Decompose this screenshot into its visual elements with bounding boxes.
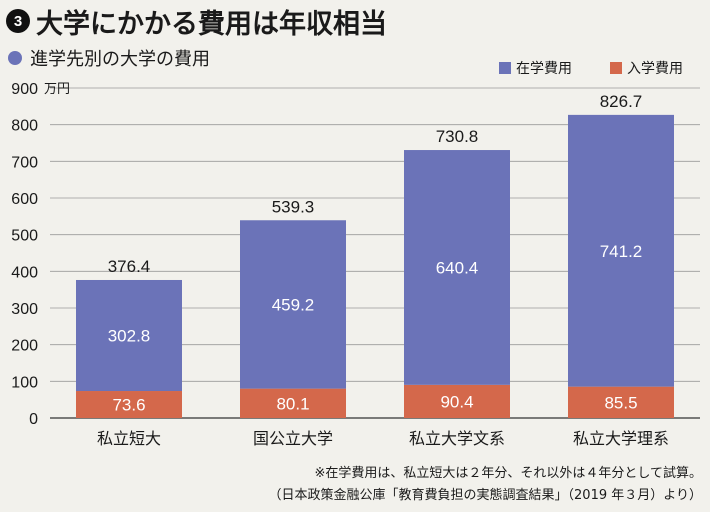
data-label-zaigaku: 741.2 (600, 242, 643, 261)
footnote-line-1: ※在学費用は、私立短大は２年分、それ以外は４年分として試算。 (314, 466, 702, 481)
x-category-label: 私立大学文系 (409, 429, 505, 448)
y-tick-label: 200 (11, 338, 38, 355)
y-tick-label: 100 (11, 374, 38, 391)
y-axis-unit: 万円 (44, 82, 70, 97)
legend: 在学費用 入学費用 (499, 61, 683, 77)
data-label-zaigaku: 640.4 (436, 258, 479, 277)
header: 3 大学にかかる費用は年収相当 (6, 4, 387, 40)
data-label-nyugaku: 85.5 (604, 393, 637, 412)
y-tick-label: 500 (11, 228, 38, 245)
x-category-label: 国公立大学 (253, 429, 333, 448)
y-tick-label: 400 (11, 264, 38, 281)
data-label-zaigaku: 459.2 (272, 295, 315, 314)
data-label-total: 730.8 (436, 127, 479, 146)
footnote-line-2: （日本政策金融公庫「教育費負担の実態調査結果」（2019 年３月）より） (268, 488, 702, 503)
y-tick-label: 700 (11, 154, 38, 171)
x-category-label: 私立大学理系 (573, 429, 669, 448)
data-label-nyugaku: 90.4 (440, 392, 473, 411)
y-tick-label: 300 (11, 301, 38, 318)
data-label-nyugaku: 73.6 (112, 396, 145, 415)
x-category-label: 私立短大 (97, 429, 161, 448)
page-title: 大学にかかる費用は年収相当 (36, 8, 387, 40)
data-label-total: 826.7 (600, 92, 643, 111)
section-number-badge: 3 (6, 9, 30, 33)
y-tick-label: 0 (29, 411, 38, 428)
data-label-nyugaku: 80.1 (276, 394, 309, 413)
chart-subtitle-text: 進学先別の大学の費用 (30, 49, 210, 70)
bar-segment-zaigaku (404, 150, 510, 385)
y-axis: 0 100 200 300 400 500 600 700 800 900 万円 (11, 81, 70, 428)
y-tick-label: 800 (11, 118, 38, 135)
y-tick-label: 900 (11, 81, 38, 98)
legend-label: 在学費用 (516, 61, 572, 77)
y-tick-label: 600 (11, 191, 38, 208)
bar-segment-nyugaku (568, 386, 674, 418)
bullet-dot-icon (8, 51, 22, 65)
data-label-zaigaku: 302.8 (108, 327, 151, 346)
bar-segment-zaigaku (240, 220, 346, 389)
legend-swatch (499, 62, 511, 74)
bar-segment-nyugaku (240, 388, 346, 418)
legend-swatch (610, 62, 622, 74)
bar-segment-nyugaku (404, 384, 510, 418)
bar-segment-zaigaku (568, 114, 674, 387)
data-label-total: 376.4 (108, 257, 151, 276)
bar-segment-zaigaku (76, 279, 182, 392)
chart-subtitle: 進学先別の大学の費用 (8, 45, 210, 71)
bars: 73.6 302.8 376.4 私立短大 80.1 459.2 539.3 国公立大学 90.… (76, 92, 674, 448)
legend-label: 入学費用 (627, 61, 683, 77)
footnote: ※在学費用は、私立短大は２年分、それ以外は４年分として試算。 （日本政策金融公庫… (269, 463, 702, 507)
bar-segment-nyugaku (76, 391, 182, 418)
data-label-total: 539.3 (272, 197, 315, 216)
